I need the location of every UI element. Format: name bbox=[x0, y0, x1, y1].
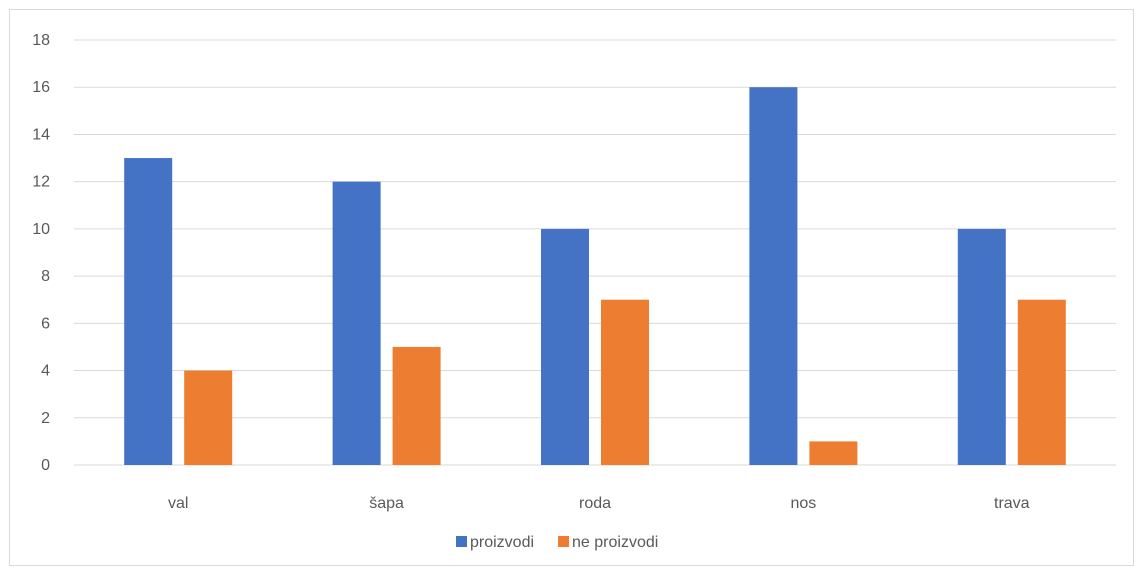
bar-proizvodi-4 bbox=[957, 228, 1006, 465]
x-axis-category-labels: val šapa roda nos trava bbox=[168, 495, 1030, 512]
x-category-label: trava bbox=[994, 495, 1030, 512]
x-category-label: nos bbox=[791, 495, 817, 512]
bar-ne-proizvodi-2 bbox=[601, 299, 649, 465]
y-tick-label: 2 bbox=[41, 410, 50, 427]
bar-proizvodi-3 bbox=[749, 87, 798, 465]
y-tick-label: 4 bbox=[41, 363, 50, 380]
bar-proizvodi-1 bbox=[332, 181, 381, 465]
gridlines bbox=[74, 39, 1116, 466]
y-tick-label: 18 bbox=[32, 32, 50, 49]
y-tick-label: 12 bbox=[32, 174, 50, 191]
legend-label-0: proizvodi bbox=[470, 534, 534, 551]
y-tick-label: 6 bbox=[41, 315, 50, 332]
y-tick-label: 14 bbox=[32, 126, 50, 143]
x-category-label: roda bbox=[579, 495, 611, 512]
legend-swatch-1 bbox=[558, 536, 570, 547]
legend: proizvodi ne proizvodi bbox=[456, 534, 658, 551]
y-axis-tick-labels: 0 2 4 6 8 10 12 14 16 18 bbox=[32, 32, 50, 474]
y-tick-label: 8 bbox=[41, 268, 50, 285]
y-tick-label: 0 bbox=[41, 457, 50, 474]
y-tick-label: 10 bbox=[32, 221, 50, 238]
legend-label-1: ne proizvodi bbox=[572, 534, 658, 551]
bar-proizvodi-0 bbox=[124, 158, 173, 466]
legend-swatch-0 bbox=[456, 536, 467, 547]
bar-ne-proizvodi-1 bbox=[392, 346, 441, 465]
x-category-label: šapa bbox=[369, 495, 404, 512]
bar-ne-proizvodi-0 bbox=[184, 370, 233, 465]
bars bbox=[124, 87, 1066, 466]
bar-proizvodi-2 bbox=[541, 228, 589, 465]
y-tick-label: 16 bbox=[32, 79, 50, 96]
bar-ne-proizvodi-4 bbox=[1017, 299, 1066, 465]
x-category-label: val bbox=[168, 495, 188, 512]
bar-ne-proizvodi-3 bbox=[809, 441, 858, 465]
